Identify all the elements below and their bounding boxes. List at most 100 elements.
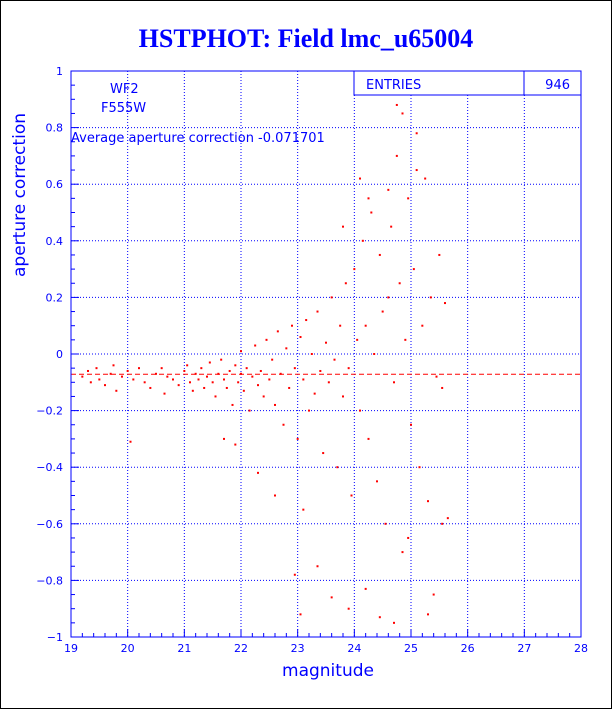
data-point (342, 395, 344, 398)
data-point (310, 353, 313, 355)
data-point (299, 613, 302, 616)
data-point (325, 341, 327, 344)
data-point (418, 466, 421, 469)
data-point (364, 587, 367, 590)
data-point (364, 324, 367, 327)
data-point (344, 282, 347, 285)
data-point (435, 375, 438, 378)
data-point (393, 621, 395, 624)
data-point (231, 403, 234, 406)
y-tick-label: 0.4 (46, 235, 64, 248)
data-point (240, 350, 242, 353)
data-point (293, 367, 296, 370)
data-point (415, 169, 418, 172)
data-point (359, 409, 361, 412)
data-point (257, 384, 259, 387)
x-tick-label: 24 (347, 642, 361, 655)
data-point (208, 361, 211, 364)
data-point (395, 103, 398, 106)
data-point (87, 369, 89, 372)
data-point (245, 367, 248, 370)
data-point (234, 443, 237, 446)
data-point (412, 268, 415, 271)
x-tick-label: 26 (461, 642, 475, 655)
data-point (214, 395, 217, 398)
chart-title: HSTPHOT: Field lmc_u65004 (138, 24, 474, 53)
data-point (327, 381, 330, 384)
data-point (415, 132, 418, 135)
data-point (404, 338, 407, 341)
data-point (319, 369, 322, 372)
data-point (393, 381, 395, 384)
data-point (398, 282, 401, 285)
data-point (302, 378, 305, 381)
data-point (220, 358, 223, 361)
data-point (163, 392, 166, 395)
data-point (186, 364, 189, 367)
data-point (200, 367, 203, 370)
data-point (384, 522, 387, 525)
data-point (112, 364, 115, 367)
x-tick-label: 21 (177, 642, 191, 655)
data-point (282, 423, 285, 426)
y-tick-label: −0.4 (36, 461, 63, 474)
data-point (189, 381, 191, 384)
data-point (291, 324, 293, 327)
data-point (271, 358, 274, 361)
data-point (410, 423, 412, 426)
data-point (316, 310, 319, 313)
data-point (234, 364, 237, 367)
data-point (191, 389, 194, 392)
data-point (160, 367, 163, 370)
data-point (330, 596, 333, 599)
data-point (81, 375, 84, 378)
data-point (387, 188, 390, 191)
data-point (211, 381, 214, 384)
data-point (217, 372, 220, 375)
data-point (203, 386, 206, 389)
data-point (155, 372, 157, 375)
y-axis-label: aperture correction (10, 113, 30, 277)
data-point (268, 378, 271, 381)
data-point (370, 211, 373, 214)
filter-annotation: F555W (101, 101, 146, 116)
data-point (367, 197, 370, 200)
data-point (395, 154, 398, 157)
data-point (104, 384, 106, 387)
data-point (359, 177, 361, 180)
data-point (401, 112, 404, 115)
data-point (274, 494, 276, 497)
data-point (438, 253, 441, 256)
data-point (172, 378, 174, 381)
data-point (223, 378, 225, 381)
data-point (240, 372, 242, 375)
data-point (342, 225, 344, 228)
x-tick-label: 28 (574, 642, 588, 655)
data-point (262, 395, 265, 398)
stats-box (353, 70, 582, 96)
data-point (350, 494, 353, 497)
data-point (401, 551, 404, 554)
y-tick-label: −0.2 (36, 405, 63, 418)
average-annotation: Average aperture correction -0.071701 (71, 131, 325, 146)
data-point (378, 616, 381, 619)
data-point (143, 381, 146, 384)
data-point (316, 565, 319, 568)
data-point (254, 344, 257, 347)
data-point (441, 522, 444, 525)
data-point (132, 378, 135, 381)
data-point (274, 403, 276, 406)
data-point (299, 336, 302, 339)
data-point (194, 372, 197, 375)
x-tick-label: 25 (404, 642, 418, 655)
data-point (441, 386, 444, 389)
data-point (129, 440, 132, 443)
data-point (361, 239, 364, 242)
data-point (339, 324, 342, 327)
data-point (429, 296, 432, 299)
data-point (421, 324, 424, 327)
data-point (285, 347, 288, 350)
data-point (378, 253, 381, 256)
x-axis-label: magnitude (282, 661, 374, 681)
